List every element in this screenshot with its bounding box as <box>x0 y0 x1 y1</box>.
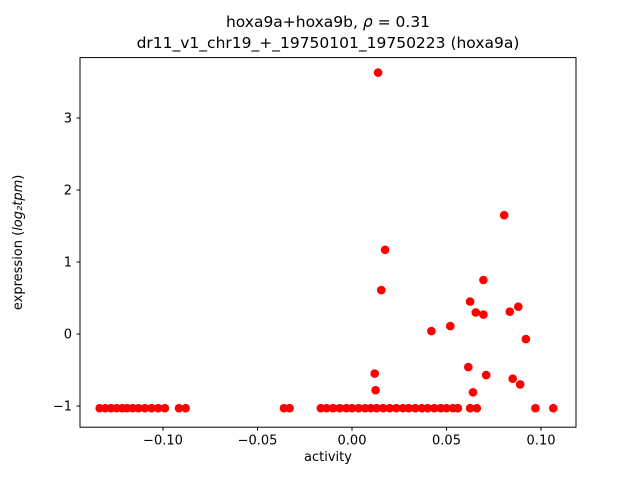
data-point <box>140 403 150 413</box>
data-point <box>471 308 481 317</box>
data-point <box>285 403 294 413</box>
data-point <box>335 403 345 413</box>
data-point <box>392 403 401 413</box>
data-point <box>442 403 451 413</box>
data-point <box>134 403 143 413</box>
x-tick-label: 0.10 <box>527 434 556 449</box>
y-axis-label: expression (log₂tpm) <box>11 175 26 310</box>
data-point <box>479 310 488 319</box>
data-point <box>372 403 381 413</box>
y-axis-label-suffix: ) <box>11 175 26 180</box>
x-tick-label: −0.05 <box>238 434 278 449</box>
data-point <box>347 403 357 413</box>
data-point <box>508 374 517 384</box>
y-axis-label-math: log₂tpm <box>11 180 26 231</box>
data-point <box>472 403 482 413</box>
y-axis-label-prefix: expression ( <box>11 231 26 310</box>
y-tick-label: −1 <box>53 400 72 415</box>
data-point <box>371 385 380 395</box>
plot-area <box>79 57 577 428</box>
x-tick-label: 0.00 <box>338 434 367 449</box>
data-point <box>429 403 439 413</box>
data-point <box>322 403 331 413</box>
y-tick-label: 1 <box>64 256 72 271</box>
y-tick-label: 0 <box>64 328 72 343</box>
data-point <box>154 403 163 413</box>
data-point <box>411 403 420 413</box>
x-tick-label: −0.10 <box>143 434 183 449</box>
data-point <box>521 334 531 344</box>
data-point <box>181 403 190 413</box>
data-point <box>380 245 390 255</box>
chart-title-line1: hoxa9a+hoxa9b, ρ = 0.31 <box>226 13 430 31</box>
data-point <box>479 275 488 285</box>
y-tick-label: 2 <box>64 184 72 199</box>
data-point <box>453 403 463 413</box>
y-tick-label: 3 <box>64 112 72 127</box>
data-point <box>468 388 478 397</box>
data-point <box>515 380 525 389</box>
data-point <box>370 369 380 378</box>
data-point <box>377 285 386 295</box>
data-point <box>427 326 436 336</box>
data-points <box>95 68 558 413</box>
title-rho-value: = 0.31 <box>373 13 430 31</box>
data-point <box>446 321 455 331</box>
data-point <box>465 403 475 413</box>
data-point <box>531 403 540 413</box>
chart-title-line2: dr11_v1_chr19_+_19750101_19750223 (hoxa9… <box>137 34 520 53</box>
data-point <box>404 403 414 413</box>
data-point <box>385 403 395 413</box>
data-point <box>378 403 388 413</box>
data-point <box>423 403 432 413</box>
data-point <box>505 307 515 317</box>
data-point <box>373 68 383 77</box>
data-point <box>464 362 473 372</box>
data-point <box>174 403 184 413</box>
data-point <box>514 302 523 312</box>
data-point <box>354 403 363 413</box>
data-point <box>481 370 491 380</box>
data-point <box>160 403 170 413</box>
x-axis-label: activity <box>304 450 352 465</box>
title-gene-label: hoxa9a+hoxa9b, <box>226 13 363 31</box>
rho-symbol: ρ <box>363 13 373 31</box>
x-tick-label: 0.05 <box>432 434 461 449</box>
data-point <box>465 297 475 306</box>
data-point <box>147 403 156 413</box>
data-point <box>328 403 338 413</box>
data-point <box>549 403 558 413</box>
data-point <box>499 210 509 220</box>
axis-ticks: −0.10 −0.05 0.00 0.05 0.10 −1 0 1 2 3 <box>53 112 556 449</box>
